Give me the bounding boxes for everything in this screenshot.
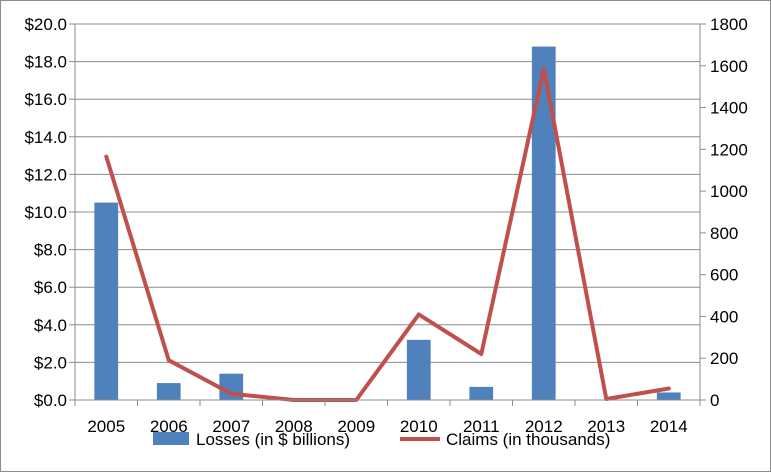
left-axis-tick-label: $6.0: [34, 278, 67, 297]
axes: $0.0 $2.0 $4.0 $6.0 $8.0 $10.0 $12.0 $14.0 $16.0…: [24, 15, 747, 436]
losses-bar: [94, 202, 119, 400]
left-axis-tick-label: $2.0: [34, 353, 67, 372]
x-axis-tick-label: 2010: [400, 417, 438, 436]
left-axis-tick-label: $12.0: [24, 165, 67, 184]
losses-bar: [406, 339, 431, 400]
losses-bars: [94, 46, 681, 401]
x-axis-tick-label: 2011: [463, 417, 500, 436]
x-axis-tick-label: 2009: [337, 417, 375, 436]
legend: Losses (in $ billions) Claims (in thousa…: [153, 430, 610, 449]
right-axis-tick-label: 1200: [710, 140, 748, 159]
right-axis-tick-label: 0: [710, 391, 719, 410]
right-axis-tick-label: 400: [710, 307, 738, 326]
legend-claims-label: Claims (in thousands): [446, 430, 610, 449]
right-axis-tick-label: 1000: [710, 182, 748, 201]
left-axis-tick-label: $0.0: [34, 391, 67, 410]
left-axis-tick-label: $14.0: [24, 128, 67, 147]
left-axis-tick-label: $18.0: [24, 53, 67, 72]
claims-line: [104, 66, 671, 402]
x-axis-tick-label: 2013: [587, 417, 625, 436]
x-axis-tick-label: 2007: [212, 417, 250, 436]
right-axis-tick-label: 600: [710, 266, 738, 285]
right-axis-tick-label: 1800: [710, 15, 748, 34]
right-axis-tick-label: 1600: [710, 57, 748, 76]
losses-bar: [531, 46, 556, 401]
legend-losses-label: Losses (in $ billions): [196, 430, 350, 449]
right-axis-tick-label: 800: [710, 224, 738, 243]
x-axis-tick-label: 2014: [650, 417, 688, 436]
x-axis-tick-label: 2008: [275, 417, 313, 436]
left-axis-tick-label: $10.0: [24, 203, 67, 222]
right-axis-tick-label: 1400: [710, 99, 748, 118]
losses-bar: [469, 386, 494, 400]
losses-bar: [156, 383, 181, 400]
losses-bar: [656, 392, 681, 400]
left-axis-tick-label: $20.0: [24, 15, 67, 34]
left-axis-tick-label: $8.0: [34, 241, 67, 260]
claims-line-layer: [104, 66, 671, 402]
legend-losses-swatch: [153, 432, 189, 445]
x-axis-tick-label: 2006: [150, 417, 188, 436]
right-axis-tick-label: 200: [710, 349, 738, 368]
left-axis-tick-label: $4.0: [34, 316, 67, 335]
x-axis-tick-label: 2005: [87, 417, 125, 436]
x-axis-tick-label: 2012: [525, 417, 563, 436]
left-axis-tick-label: $16.0: [24, 90, 67, 109]
